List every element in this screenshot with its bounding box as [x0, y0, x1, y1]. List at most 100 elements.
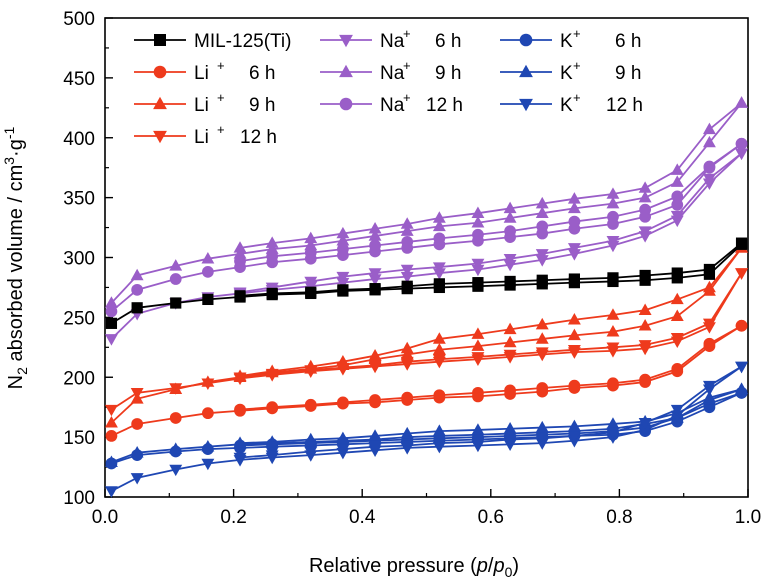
- data-point: [702, 380, 716, 393]
- x-tick-label: 0.0: [92, 507, 118, 528]
- series-line-desorption: [239, 247, 743, 377]
- data-point: [639, 269, 651, 282]
- data-point: [169, 464, 183, 477]
- data-point: [336, 226, 350, 239]
- series-0: [105, 237, 748, 329]
- data-point: [202, 407, 214, 420]
- data-point: [567, 419, 581, 432]
- legend-label-ion: Na: [380, 95, 405, 116]
- data-point: [130, 445, 144, 458]
- data-point: [606, 417, 620, 429]
- data-point: [535, 347, 549, 359]
- data-point: [265, 368, 279, 381]
- data-point: [567, 243, 581, 255]
- data-point: [535, 433, 549, 446]
- series-line-desorption: [239, 365, 743, 459]
- data-point: [304, 238, 318, 251]
- data-point: [638, 181, 652, 193]
- data-point: [703, 337, 716, 350]
- legend-item: K +6 h: [500, 26, 641, 52]
- data-point: [400, 440, 414, 453]
- legend-label-charge: +: [217, 90, 225, 105]
- data-point: [104, 404, 118, 417]
- legend-label-time: 12 h: [240, 127, 277, 148]
- data-point: [304, 231, 318, 244]
- data-point: [233, 452, 247, 465]
- data-point: [265, 435, 279, 447]
- data-point: [670, 210, 684, 223]
- data-point: [169, 412, 182, 424]
- data-point: [670, 175, 684, 187]
- data-point: [567, 249, 581, 261]
- data-point: [265, 450, 279, 462]
- data-point: [432, 438, 446, 450]
- series-9: [104, 361, 749, 498]
- data-point: [535, 255, 549, 267]
- data-point: [471, 206, 485, 218]
- data-point: [567, 313, 581, 325]
- data-point: [703, 160, 716, 173]
- data-point: [368, 348, 382, 361]
- series-layer: [104, 96, 749, 498]
- data-point: [201, 251, 215, 264]
- legend-label-time: 12 h: [426, 95, 463, 116]
- data-point: [568, 379, 581, 392]
- data-point: [369, 283, 381, 295]
- series-6: [105, 137, 748, 318]
- data-point: [336, 277, 350, 290]
- y-tick-label: 100: [63, 488, 95, 509]
- legend-label-time: 9 h: [435, 63, 461, 84]
- y-tick-label: 150: [63, 428, 95, 449]
- data-point: [503, 259, 517, 272]
- data-point: [105, 430, 118, 442]
- data-point: [131, 418, 144, 430]
- legend-label-charge: +: [573, 26, 581, 41]
- data-point: [369, 239, 381, 252]
- data-point: [471, 423, 485, 435]
- data-point: [368, 222, 382, 234]
- data-point: [638, 190, 652, 203]
- data-point: [606, 342, 620, 355]
- legend-label-charge: +: [403, 26, 411, 41]
- data-point: [304, 432, 318, 445]
- data-point: [131, 283, 144, 296]
- series-line-adsorption: [110, 247, 743, 424]
- series-line-desorption: [239, 324, 743, 411]
- data-point: [567, 328, 581, 341]
- data-point: [735, 137, 748, 150]
- data-point: [105, 317, 118, 329]
- data-point: [471, 339, 485, 351]
- data-point: [130, 268, 144, 281]
- series-line-adsorption: [111, 365, 743, 492]
- data-point: [568, 215, 581, 228]
- series-line-desorption: [239, 152, 743, 294]
- data-point: [234, 403, 246, 416]
- data-point: [567, 344, 581, 357]
- data-point: [504, 225, 516, 238]
- legend-label-ion: Li: [194, 63, 209, 84]
- y-tick-label: 350: [63, 189, 95, 210]
- y-tick-label: 300: [63, 249, 95, 270]
- legend-marker: [153, 130, 167, 144]
- data-point: [535, 196, 549, 209]
- data-point: [567, 192, 581, 204]
- data-point: [471, 258, 485, 271]
- data-point: [304, 276, 318, 289]
- data-point: [471, 327, 485, 339]
- legend-marker: [519, 98, 533, 112]
- legend-marker: [153, 65, 167, 79]
- data-point: [503, 335, 517, 348]
- data-point: [169, 383, 183, 395]
- series-2: [104, 241, 749, 428]
- data-point: [536, 274, 548, 286]
- data-point: [735, 96, 749, 108]
- data-point: [432, 262, 446, 274]
- x-tick-label: 0.2: [220, 507, 246, 528]
- data-point: [503, 422, 517, 434]
- series-line-desorption: [239, 102, 743, 249]
- data-point: [536, 382, 549, 394]
- legend-item: Na+ 9 h: [320, 58, 461, 84]
- data-point: [104, 455, 118, 468]
- y-tick-label: 250: [63, 308, 95, 329]
